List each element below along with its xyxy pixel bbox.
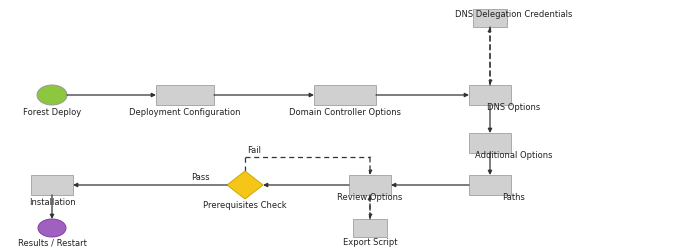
Bar bbox=[469, 175, 511, 195]
Text: Export Script: Export Script bbox=[343, 238, 398, 247]
Text: Paths: Paths bbox=[503, 193, 525, 202]
Ellipse shape bbox=[37, 85, 67, 105]
Text: Pass: Pass bbox=[190, 173, 209, 182]
Text: Fail: Fail bbox=[247, 146, 261, 155]
Polygon shape bbox=[227, 171, 263, 199]
Text: DNS Options: DNS Options bbox=[487, 103, 541, 112]
Text: Results / Restart: Results / Restart bbox=[18, 238, 86, 247]
Text: Deployment Configuration: Deployment Configuration bbox=[129, 108, 241, 117]
Text: DNS Delegation Credentials: DNS Delegation Credentials bbox=[456, 10, 572, 19]
Bar bbox=[31, 175, 73, 195]
Text: Domain Controller Options: Domain Controller Options bbox=[289, 108, 401, 117]
Text: Additional Options: Additional Options bbox=[475, 151, 553, 160]
Text: Prerequisites Check: Prerequisites Check bbox=[203, 201, 287, 210]
Ellipse shape bbox=[38, 219, 66, 237]
Text: Review Options: Review Options bbox=[338, 193, 403, 202]
Bar bbox=[353, 219, 387, 237]
Bar bbox=[469, 85, 511, 105]
Text: Forest Deploy: Forest Deploy bbox=[23, 108, 81, 117]
Bar bbox=[156, 85, 214, 105]
Bar bbox=[469, 133, 511, 153]
Text: Installation: Installation bbox=[28, 198, 76, 207]
Bar bbox=[473, 9, 507, 27]
Bar bbox=[349, 175, 391, 195]
Bar bbox=[314, 85, 376, 105]
